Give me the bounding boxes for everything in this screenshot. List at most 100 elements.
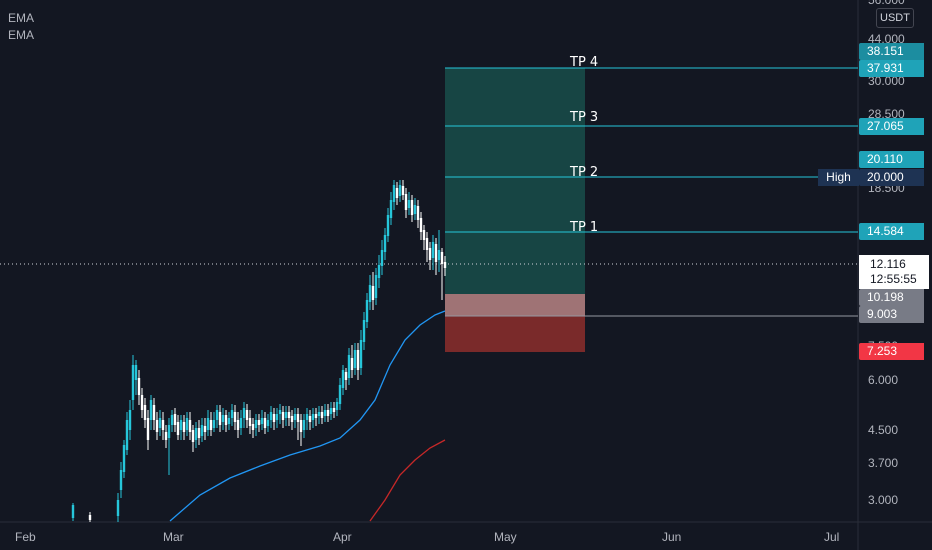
candle-body [167, 425, 171, 438]
candle-body [293, 414, 297, 420]
candle-body [239, 418, 243, 428]
candle-body [434, 244, 438, 262]
candle-body [257, 420, 261, 425]
ema-fast-line [169, 310, 446, 522]
candle-body [407, 200, 411, 208]
candle-body [149, 400, 153, 420]
ema-legend-fast[interactable]: EMA [8, 11, 35, 25]
bar-countdown: 12:55:55 [870, 272, 917, 286]
candle-body [410, 200, 414, 215]
candle-body [88, 515, 92, 520]
candle-body [233, 412, 237, 422]
candle-body [392, 185, 396, 202]
candle-body [341, 370, 345, 388]
candle-body [185, 418, 189, 430]
indicator-legend: EMA EMA [8, 10, 34, 44]
candle-body [302, 420, 306, 430]
price-badge-38151: 38.151 [859, 43, 924, 60]
candle-body [404, 194, 408, 210]
candle-body [281, 412, 285, 420]
price-badge-entry: 10.198 [859, 289, 924, 306]
candle-body [176, 422, 180, 435]
candle-body [269, 412, 273, 420]
price-tick-label: 3.700 [868, 456, 898, 470]
candle-body [323, 410, 327, 416]
candle-body [242, 408, 246, 418]
time-tick-label: Apr [333, 530, 352, 544]
price-tick-label: 4.500 [868, 423, 898, 437]
tp4-label: TP 4 [570, 55, 599, 70]
current-price-value: 12.116 [870, 257, 906, 271]
candle-body [431, 242, 435, 258]
candle-body [197, 428, 201, 438]
candle-body [188, 420, 192, 432]
candle-body [140, 395, 144, 410]
price-tick-label: 44.000 [868, 32, 905, 46]
candle-body [158, 418, 162, 428]
candle-body [191, 430, 195, 442]
candle-body [224, 415, 228, 425]
tp3-label: TP 3 [570, 110, 599, 125]
stop-zone [445, 316, 585, 352]
candle-body [263, 418, 267, 428]
tp2-label: TP 2 [570, 165, 599, 180]
candle-body [386, 215, 390, 236]
candle-body [251, 424, 255, 430]
candle-body [137, 378, 141, 395]
high-label: High [818, 169, 859, 186]
candle-body [413, 205, 417, 214]
candle-body [428, 248, 432, 260]
time-tick-label: Feb [15, 530, 36, 544]
candle-body [359, 340, 363, 368]
candle-body [155, 420, 159, 432]
time-tick-label: May [494, 530, 517, 544]
candle-body [266, 420, 270, 426]
candle-body [290, 416, 294, 422]
candle-body [380, 250, 384, 266]
time-tick-label: Jun [662, 530, 681, 544]
candle-body [383, 235, 387, 252]
candle-body [443, 262, 447, 268]
price-badge-tp4: 37.931 [859, 60, 924, 77]
candle-body [353, 350, 357, 368]
candle-body [284, 412, 288, 418]
candle-body [308, 416, 312, 422]
candle-body [377, 265, 381, 278]
candle-body [272, 414, 276, 422]
ema-legend-slow[interactable]: EMA [8, 28, 35, 42]
candle-body [278, 410, 282, 414]
candle-body [350, 358, 354, 370]
price-tick-label: 30.000 [868, 74, 905, 88]
candle-body [212, 420, 216, 428]
candle-body [437, 250, 441, 260]
candle-body [71, 505, 75, 518]
candle-body [221, 415, 225, 422]
candle-body [374, 275, 378, 298]
candle-body [422, 230, 426, 240]
candle-body [326, 410, 330, 416]
price-badge-9003: 9.003 [859, 306, 924, 323]
candle-body [296, 414, 300, 422]
candle-body [215, 410, 219, 420]
candle-body [398, 185, 402, 196]
candle-body [179, 420, 183, 430]
candle-body [419, 218, 423, 232]
candle-body [206, 418, 210, 430]
candle-body [335, 402, 339, 410]
candle-body [371, 286, 375, 300]
candle-body [125, 420, 129, 450]
candle-body [164, 432, 168, 440]
candle-body [362, 320, 366, 342]
candle-body [320, 412, 324, 418]
candle-body [347, 355, 351, 378]
candle-body [275, 414, 279, 420]
candle-body [329, 408, 333, 414]
candle-body [182, 422, 186, 432]
candle-body [440, 252, 444, 264]
target-zone [445, 68, 585, 294]
currency-button[interactable]: USDT [876, 8, 914, 28]
candle-body [425, 238, 429, 250]
candle-body [170, 415, 174, 425]
